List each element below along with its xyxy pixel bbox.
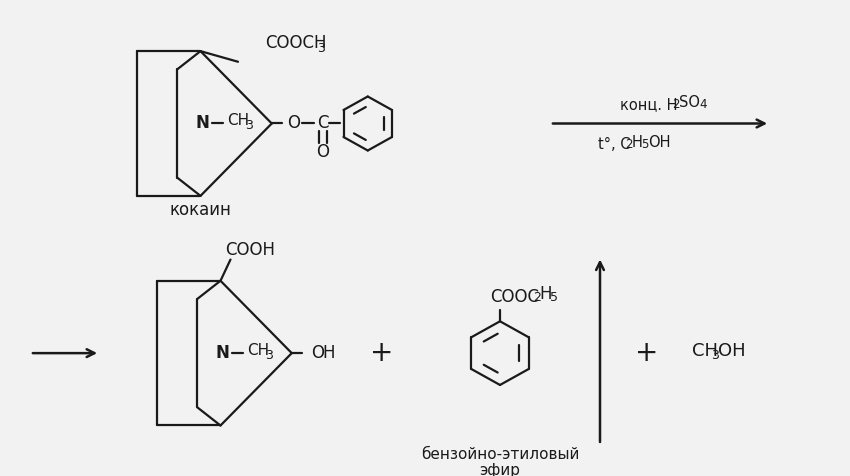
- Text: H: H: [539, 285, 552, 303]
- Text: +: +: [371, 339, 394, 367]
- Text: эфир: эфир: [479, 463, 520, 476]
- Text: 3: 3: [264, 348, 273, 362]
- Text: 3: 3: [711, 348, 719, 362]
- Text: O: O: [311, 344, 324, 362]
- Text: COOCH: COOCH: [265, 34, 326, 52]
- Text: 5: 5: [641, 138, 649, 151]
- Text: бензойно-этиловый: бензойно-этиловый: [421, 447, 579, 462]
- Text: 2: 2: [533, 291, 541, 304]
- Text: 3: 3: [317, 42, 325, 55]
- Text: O: O: [287, 115, 300, 132]
- Text: CH: CH: [692, 342, 718, 360]
- Text: H: H: [632, 135, 643, 150]
- Text: N: N: [196, 115, 210, 132]
- Text: CH: CH: [247, 343, 269, 358]
- Text: t°, C: t°, C: [598, 137, 631, 152]
- Text: CH: CH: [228, 113, 250, 128]
- Text: 4: 4: [699, 98, 706, 111]
- Text: O: O: [316, 143, 329, 161]
- Text: конц. H: конц. H: [620, 97, 677, 112]
- Text: OH: OH: [648, 135, 671, 150]
- Text: кокаин: кокаин: [169, 201, 231, 219]
- Text: COOC: COOC: [490, 288, 539, 306]
- Text: 5: 5: [550, 291, 558, 304]
- Text: +: +: [635, 339, 659, 367]
- Text: COOH: COOH: [225, 241, 275, 259]
- Text: H: H: [322, 344, 335, 362]
- Text: N: N: [216, 344, 230, 362]
- Text: 3: 3: [245, 119, 252, 132]
- Text: SO: SO: [679, 95, 700, 110]
- Text: 2: 2: [625, 138, 632, 151]
- Text: C: C: [317, 115, 328, 132]
- Text: 2: 2: [672, 98, 679, 111]
- Text: OH: OH: [718, 342, 745, 360]
